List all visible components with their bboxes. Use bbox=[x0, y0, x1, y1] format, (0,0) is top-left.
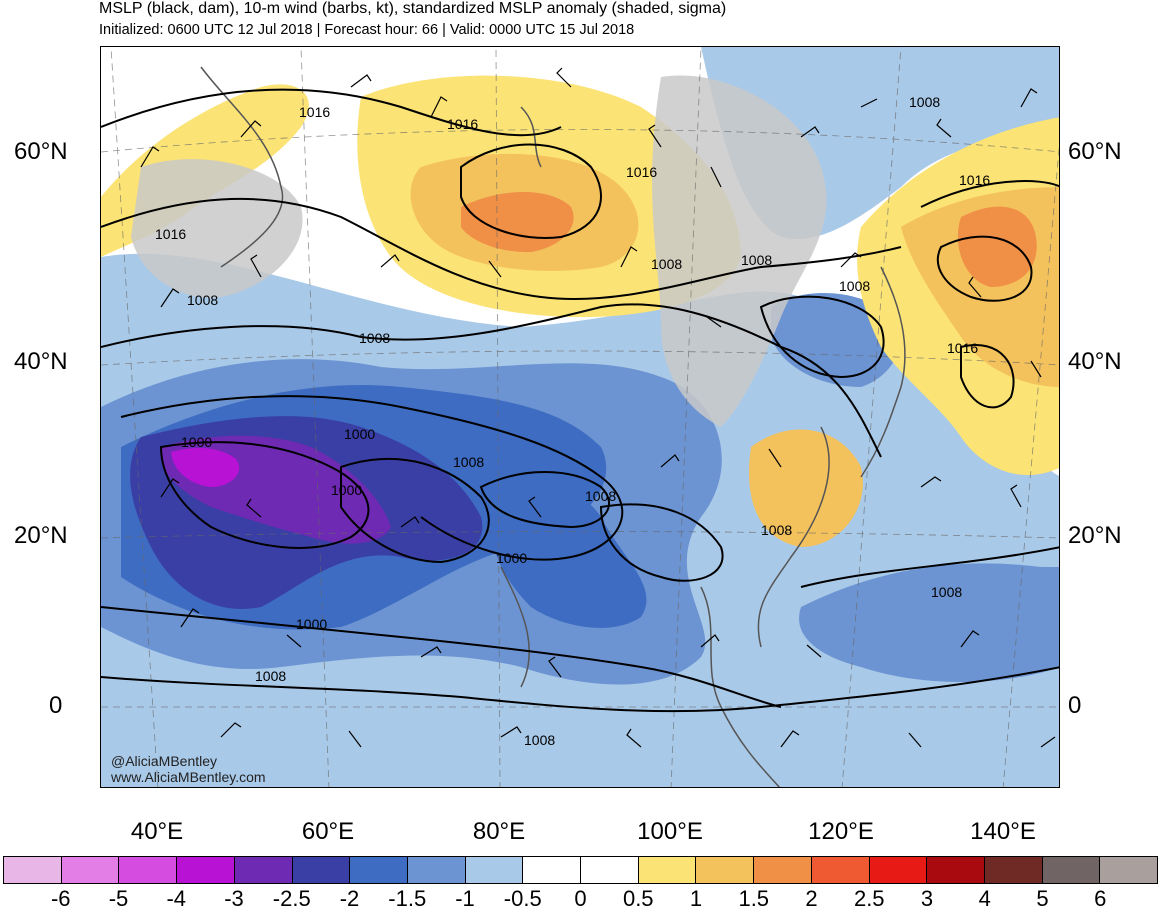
isobar-label: 1008 bbox=[255, 668, 286, 684]
isobar-label: 1000 bbox=[331, 482, 362, 498]
colorbar-tick-label: 3 bbox=[920, 886, 934, 911]
colorbar-tick-label: 4 bbox=[978, 886, 991, 911]
map-panel: 1016 1016 1016 1016 1016 1016 1008 1008 … bbox=[100, 46, 1060, 788]
colorbar-segment bbox=[350, 857, 408, 883]
isobar-label: 1016 bbox=[959, 172, 990, 188]
isobar-label: 1008 bbox=[524, 732, 555, 748]
isobar-label: 1000 bbox=[181, 434, 212, 450]
chart-title: MSLP (black, dam), 10-m wind (barbs, kt)… bbox=[99, 0, 727, 17]
colorbar-tick-label: 5 bbox=[1036, 886, 1049, 911]
land-grey-central bbox=[652, 75, 827, 427]
lat-label-left: 0 bbox=[49, 692, 63, 719]
colorbar-tick-label: -3 bbox=[224, 886, 244, 911]
map-grid bbox=[101, 47, 1059, 787]
colorbar-segment bbox=[234, 857, 293, 883]
lat-label-right: 20°N bbox=[1068, 522, 1122, 549]
isobar-label: 1016 bbox=[155, 226, 186, 242]
lat-label-left: 40°N bbox=[14, 348, 68, 375]
colorbar-tick-label: -5 bbox=[108, 886, 129, 911]
isobar-label: 1008 bbox=[651, 256, 682, 272]
anomaly-region-yellow-korea bbox=[749, 429, 863, 547]
isobar-label: 1008 bbox=[453, 454, 484, 470]
lon-label: 140°E bbox=[970, 818, 1036, 845]
colorbar-tick-label: -0.5 bbox=[503, 886, 542, 911]
colorbar-segment bbox=[523, 857, 582, 883]
map-graphic: 1016 1016 1016 1016 1016 1016 1008 1008 … bbox=[101, 47, 1059, 787]
credit-twitter: @AliciaMBentley bbox=[111, 753, 218, 769]
colorbar-segment bbox=[696, 857, 755, 883]
colorbar-tick-label: -2.5 bbox=[272, 886, 311, 911]
isobar-label: 1016 bbox=[299, 104, 330, 120]
credit-website: www.AliciaMBentley.com bbox=[111, 769, 266, 785]
lon-label: 80°E bbox=[472, 818, 526, 845]
colorbar-tick-label: 1 bbox=[689, 886, 703, 911]
colorbar-tick-label: -1.5 bbox=[388, 886, 427, 911]
colorbar-segment bbox=[984, 857, 1043, 883]
colorbar-tick-label: 6 bbox=[1094, 886, 1107, 911]
lat-label-left: 60°N bbox=[14, 138, 68, 165]
colorbar-ticks: -6 -5 -4 -3 -2.5 -2 -1.5 -1 -0.5 0 0.5 1 1.5 2 2.5 3 4 5 6 bbox=[0, 886, 1160, 913]
lat-label-left: 20°N bbox=[14, 522, 68, 549]
isobar-labels: 1016 1016 1016 1016 1016 1016 1008 1008 … bbox=[155, 94, 990, 748]
isobar-label: 1016 bbox=[626, 164, 657, 180]
wind-barbs bbox=[140, 67, 1056, 748]
colorbar-tick-label: -6 bbox=[50, 886, 71, 911]
colorbar-segment bbox=[61, 857, 120, 883]
isobar-label: 1008 bbox=[741, 252, 772, 268]
colorbar-segment bbox=[465, 857, 524, 883]
isobar-label: 1016 bbox=[947, 340, 978, 356]
coastlines bbox=[200, 66, 906, 787]
colorbar-tick-label: -1 bbox=[455, 886, 475, 911]
colorbar-segment bbox=[4, 857, 62, 883]
lon-label: 60°E bbox=[301, 818, 355, 845]
isobar-label: 1000 bbox=[296, 616, 327, 632]
anomaly-region-red-orange-east bbox=[957, 206, 1037, 287]
colorbar-tick-label: 2.5 bbox=[853, 886, 885, 911]
colorbar-segment bbox=[1100, 857, 1158, 883]
colorbar-tick-label: 0 bbox=[574, 886, 587, 911]
colorbar-tick-label: 2 bbox=[805, 886, 818, 911]
colorbar-segment bbox=[581, 857, 639, 883]
anomaly-region-medium-blue-se bbox=[799, 563, 1059, 682]
anomaly-region-medium-blue-ne bbox=[771, 293, 900, 387]
lat-label-right: 0 bbox=[1068, 692, 1082, 719]
isobars bbox=[101, 88, 1059, 713]
colorbar-segment bbox=[407, 857, 466, 883]
colorbar-segment bbox=[177, 857, 235, 883]
isobar-label: 1008 bbox=[931, 584, 962, 600]
colorbar-segment bbox=[638, 857, 697, 883]
isobar-label: 1008 bbox=[585, 488, 616, 504]
colorbar-tick-label: 1.5 bbox=[738, 886, 770, 911]
anomaly-region-purple-dark bbox=[171, 447, 240, 487]
anomaly-region-red-orange-north bbox=[461, 192, 574, 253]
colorbar-segment bbox=[754, 857, 812, 883]
colorbar-tick-label: -4 bbox=[166, 886, 187, 911]
isobar-label: 1008 bbox=[761, 522, 792, 538]
isobar-label: 1008 bbox=[839, 278, 870, 294]
colorbar-segment bbox=[811, 857, 870, 883]
colorbar-segment bbox=[119, 857, 178, 883]
anomaly-region-blue-east bbox=[492, 488, 647, 628]
colorbar-tick-label: 0.5 bbox=[622, 886, 654, 911]
isobar-label: 1008 bbox=[909, 94, 940, 110]
isobar-label: 1000 bbox=[496, 550, 527, 566]
lon-label: 120°E bbox=[808, 818, 874, 845]
isobar-label: 1016 bbox=[447, 116, 478, 132]
land-grey-west bbox=[131, 159, 303, 298]
lon-label: 40°E bbox=[130, 818, 184, 845]
colorbar-segment bbox=[1042, 857, 1101, 883]
colorbar-segment bbox=[927, 857, 985, 883]
colorbar bbox=[3, 856, 1158, 884]
colorbar-segment bbox=[292, 857, 351, 883]
colorbar-segment bbox=[869, 857, 928, 883]
isobar-label: 1008 bbox=[187, 292, 218, 308]
chart-subtitle: Initialized: 0600 UTC 12 Jul 2018 | Fore… bbox=[99, 22, 635, 38]
lon-label: 100°E bbox=[637, 818, 703, 845]
lat-label-right: 40°N bbox=[1068, 348, 1122, 375]
lat-label-right: 60°N bbox=[1068, 138, 1122, 165]
colorbar-tick-label: -2 bbox=[339, 886, 360, 911]
isobar-label: 1008 bbox=[359, 330, 390, 346]
isobar-label: 1000 bbox=[344, 426, 375, 442]
